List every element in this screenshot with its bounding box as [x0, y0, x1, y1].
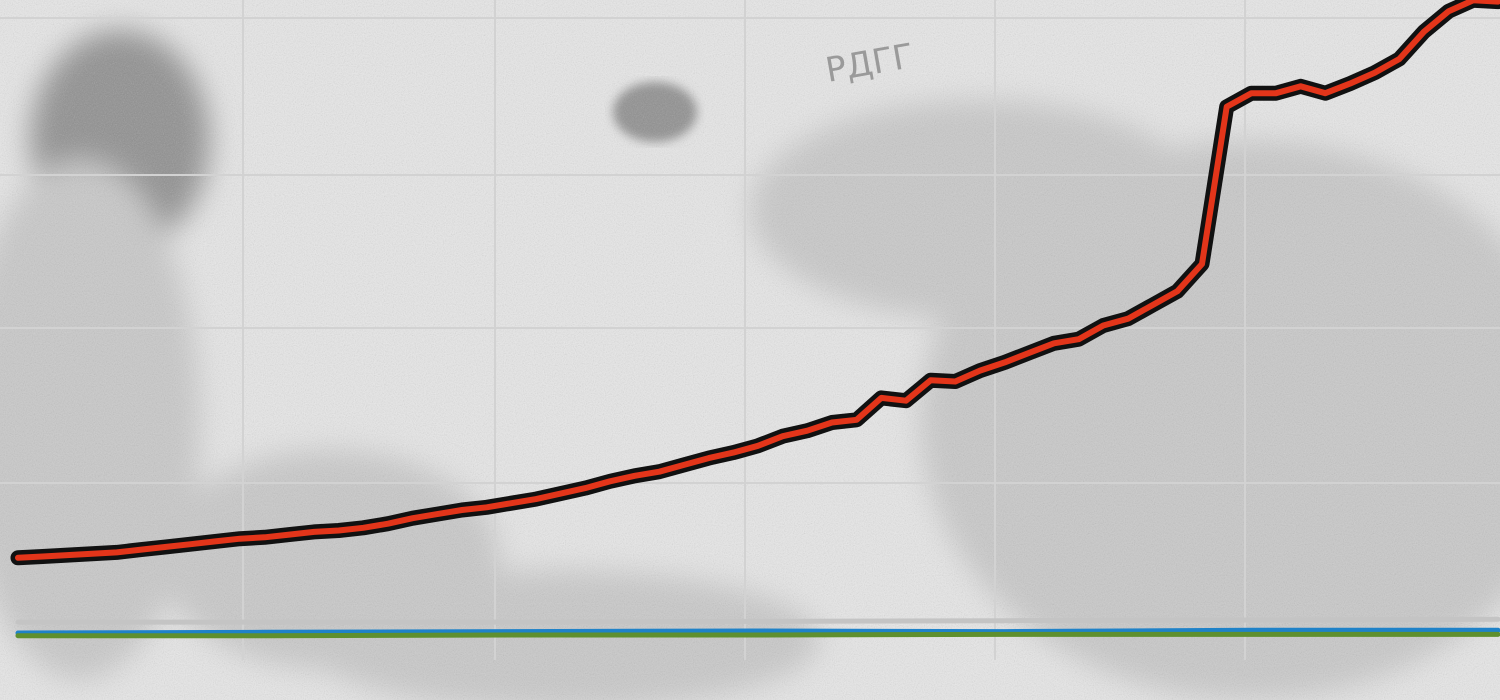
grid	[0, 0, 1500, 660]
series-line-0	[15, 0, 1500, 561]
series-layer	[10, 0, 1500, 639]
series-line-3	[15, 631, 1500, 639]
series-line-1	[15, 616, 1500, 625]
series-line-2	[15, 627, 1500, 636]
